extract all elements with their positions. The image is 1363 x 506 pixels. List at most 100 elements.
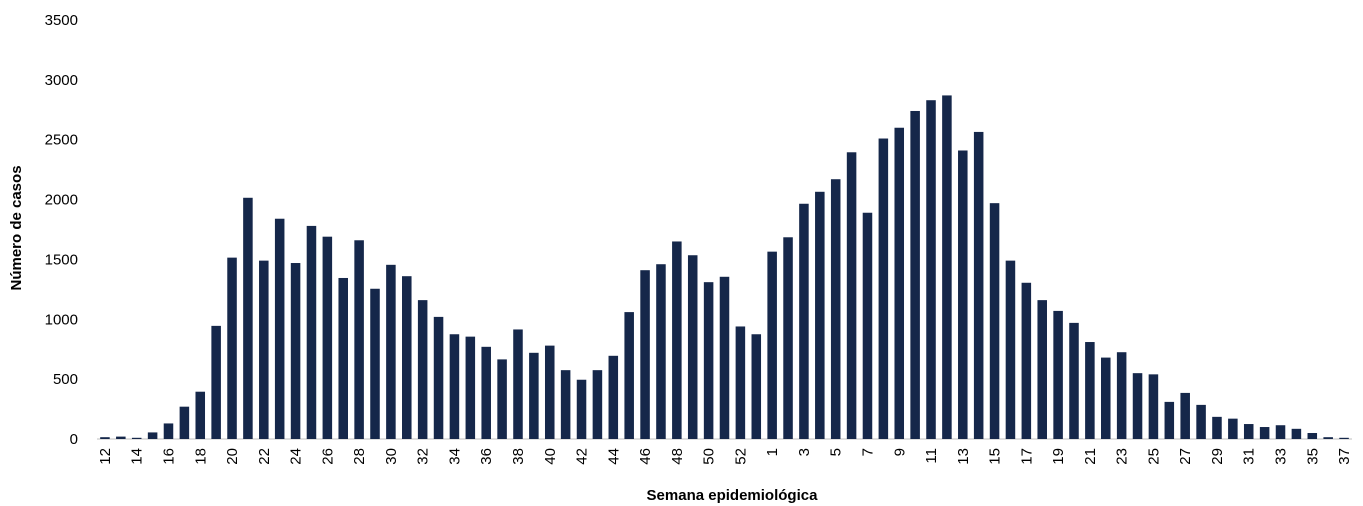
bar bbox=[862, 212, 873, 439]
bar bbox=[989, 203, 1000, 439]
bar bbox=[1275, 425, 1286, 439]
y-tick-label: 2500 bbox=[45, 132, 78, 149]
bar bbox=[830, 179, 841, 439]
bar bbox=[783, 237, 793, 439]
bar bbox=[513, 329, 523, 439]
x-tick-label: 19 bbox=[1050, 448, 1067, 465]
bar bbox=[306, 225, 317, 439]
x-tick-label: 23 bbox=[1114, 448, 1131, 465]
x-tick-label: 29 bbox=[1209, 448, 1226, 465]
y-tick-label: 3500 bbox=[45, 12, 78, 29]
bar bbox=[1291, 428, 1302, 439]
bar bbox=[1196, 404, 1206, 439]
x-tick-label: 20 bbox=[224, 448, 241, 465]
x-tick-label: 50 bbox=[701, 448, 718, 465]
x-tick-label: 42 bbox=[574, 448, 591, 465]
bar bbox=[560, 370, 571, 439]
bar bbox=[1259, 427, 1270, 439]
bar bbox=[910, 110, 920, 439]
bar bbox=[386, 264, 396, 439]
bar bbox=[163, 423, 174, 439]
bar bbox=[243, 197, 253, 439]
bar bbox=[687, 255, 698, 439]
x-tick-label: 40 bbox=[542, 448, 559, 465]
bar bbox=[195, 391, 206, 439]
bar bbox=[1069, 322, 1079, 439]
x-tick-label: 11 bbox=[923, 448, 940, 464]
bar bbox=[274, 218, 285, 439]
bar bbox=[338, 277, 348, 439]
bar bbox=[1180, 392, 1190, 439]
bar bbox=[751, 334, 762, 439]
y-tick-label: 1500 bbox=[45, 251, 78, 268]
bar bbox=[958, 150, 968, 440]
x-axis-ticks: 12 14 16 18 20 22 24 26 28 30 32 34 36 38 40 42 44 46 48 50… bbox=[97, 448, 1353, 465]
x-tick-label: 27 bbox=[1177, 448, 1194, 465]
bar bbox=[894, 127, 905, 440]
bar bbox=[1101, 357, 1111, 439]
bar bbox=[1132, 373, 1143, 439]
bar bbox=[576, 379, 587, 439]
y-tick-label: 1000 bbox=[45, 311, 78, 328]
bar bbox=[227, 257, 237, 439]
x-tick-label: 48 bbox=[669, 448, 686, 465]
bar bbox=[1085, 342, 1095, 439]
x-tick-label: 22 bbox=[256, 448, 273, 465]
bar bbox=[1243, 424, 1254, 439]
bar bbox=[211, 325, 221, 439]
y-axis-ticks: 0 500 1000 1500 2000 2500 3000 3500 bbox=[45, 12, 78, 448]
bar bbox=[1116, 352, 1127, 439]
y-tick-label: 3000 bbox=[45, 72, 78, 89]
x-tick-label: 30 bbox=[383, 448, 400, 465]
bar bbox=[815, 191, 825, 439]
bar bbox=[433, 316, 444, 439]
bar bbox=[322, 236, 333, 439]
x-tick-label: 12 bbox=[97, 448, 114, 465]
bar bbox=[1323, 437, 1333, 439]
bar bbox=[592, 370, 603, 439]
bar bbox=[799, 203, 809, 439]
x-tick-label: 46 bbox=[637, 448, 654, 465]
bar bbox=[1212, 416, 1222, 439]
bar bbox=[767, 251, 777, 439]
bar bbox=[846, 152, 857, 439]
bar bbox=[100, 437, 110, 439]
x-tick-label: 21 bbox=[1082, 448, 1099, 465]
bar bbox=[926, 100, 936, 440]
x-tick-label: 14 bbox=[129, 448, 146, 465]
bar bbox=[529, 352, 539, 439]
x-tick-label: 44 bbox=[605, 448, 622, 465]
bar bbox=[1164, 401, 1175, 439]
bar bbox=[481, 346, 491, 439]
x-tick-label: 16 bbox=[160, 448, 177, 465]
x-tick-label: 7 bbox=[859, 448, 876, 456]
bar bbox=[624, 312, 634, 439]
bar bbox=[465, 336, 476, 439]
bar bbox=[449, 334, 460, 439]
bar bbox=[147, 432, 158, 439]
bar bbox=[703, 282, 714, 439]
x-tick-label: 13 bbox=[955, 448, 972, 465]
y-axis-title: Número de casos bbox=[8, 165, 25, 290]
x-tick-label: 9 bbox=[891, 448, 908, 456]
bar bbox=[973, 131, 984, 439]
bar bbox=[1037, 300, 1047, 439]
bar bbox=[179, 406, 190, 439]
bar bbox=[878, 138, 889, 439]
bar bbox=[1228, 418, 1238, 439]
x-tick-label: 3 bbox=[796, 448, 813, 456]
bar bbox=[1148, 374, 1159, 439]
x-tick-label: 18 bbox=[192, 448, 209, 465]
bar bbox=[1053, 310, 1063, 439]
y-tick-label: 2000 bbox=[45, 192, 78, 209]
x-tick-label: 15 bbox=[987, 448, 1004, 465]
x-tick-label: 25 bbox=[1145, 448, 1162, 465]
bar bbox=[1339, 437, 1349, 439]
bar bbox=[131, 437, 142, 439]
x-tick-label: 36 bbox=[478, 448, 495, 465]
x-tick-label: 28 bbox=[351, 448, 368, 465]
x-tick-label: 33 bbox=[1273, 448, 1290, 465]
x-tick-label: 34 bbox=[446, 448, 463, 465]
x-tick-label: 37 bbox=[1336, 448, 1353, 465]
